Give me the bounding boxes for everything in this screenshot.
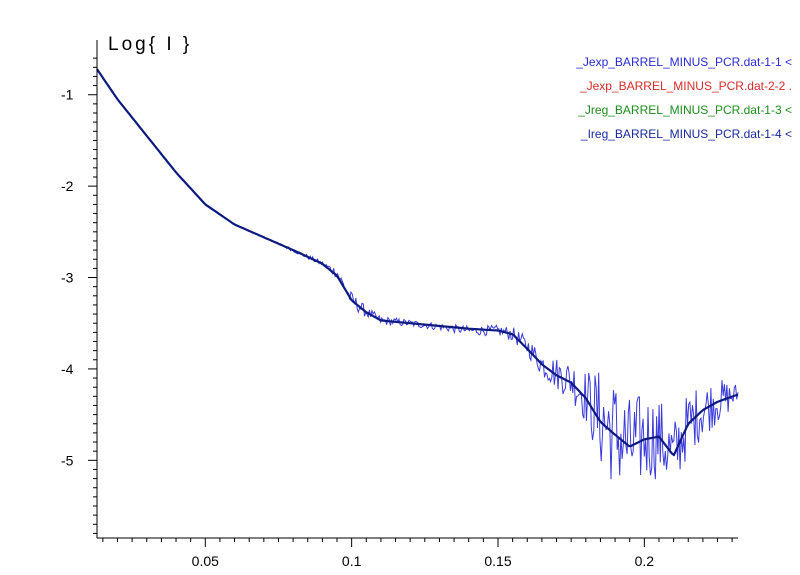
legend-entry-4: _Ireg_BARREL_MINUS_PCR.dat-1-4 <: [580, 127, 792, 141]
x-tick-label: 0.2: [635, 553, 655, 569]
legend-entry-2: _Jexp_BARREL_MINUS_PCR.dat-2-2 .: [579, 79, 792, 93]
ticks: -1 -2 -3 -4 -5 0.05 0.1 0.15 0.2: [61, 57, 733, 569]
x-tick-label: 0.1: [342, 553, 362, 569]
y-tick-label: -1: [61, 87, 74, 103]
y-tick-label: -4: [61, 361, 74, 377]
legend: _Jexp_BARREL_MINUS_PCR.dat-1-1 < _Jexp_BA…: [575, 55, 792, 141]
y-axis-title: Log{ I }: [108, 34, 192, 55]
x-tick-label: 0.05: [192, 553, 219, 569]
y-tick-label: -5: [61, 452, 74, 468]
y-tick-label: -2: [61, 178, 74, 194]
legend-entry-1: _Jexp_BARREL_MINUS_PCR.dat-1-1 <: [575, 55, 792, 69]
y-tick-label: -3: [61, 270, 74, 286]
axes: [96, 40, 738, 539]
fit-curve: [96, 68, 739, 457]
fit-data-line: [96, 68, 739, 457]
legend-entry-3: _Jreg_BARREL_MINUS_PCR.dat-1-3 <: [577, 103, 792, 117]
x-tick-label: 0.15: [484, 553, 511, 569]
